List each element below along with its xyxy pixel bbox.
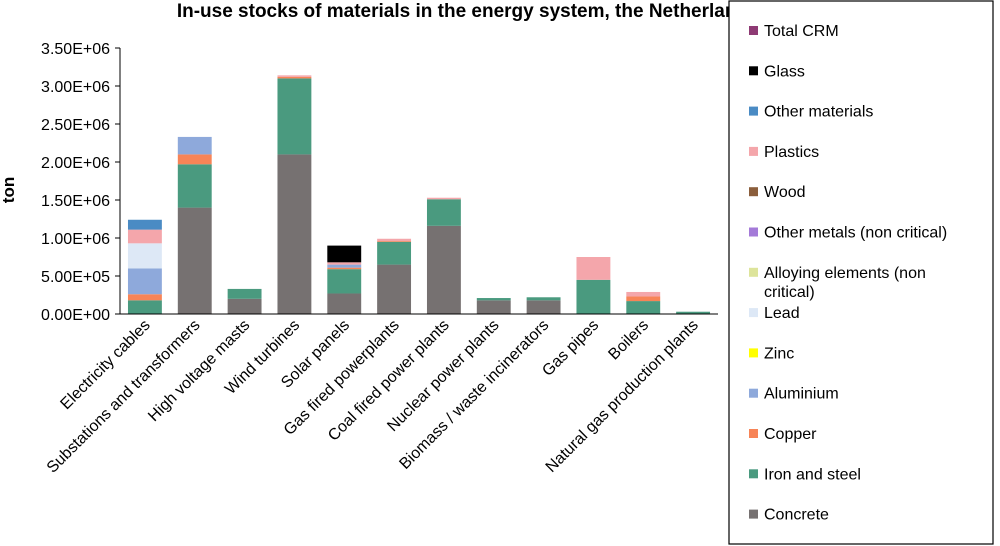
bar-wind-turbines-concrete [277,154,312,314]
bar-coal-fired-power-plants-iron-and-steel [426,199,461,226]
legend-label-plastics: Plastics [764,144,819,161]
bar-gas-fired-powerplants-plastics [377,238,412,242]
legend-swatch-wood [749,187,758,197]
legend-swatch-copper [749,429,758,438]
x-tick-label: Boilers [605,317,652,364]
legend-label-aluminium: Aluminium [764,386,839,403]
bar-boilers-plastics [626,291,661,297]
bar-natural-gas-production-plants-iron-and-steel [676,311,711,314]
legend-swatch-alloying-elements-non-critical [749,267,758,277]
bar-nuclear-power-plants-iron-and-steel [476,298,511,301]
y-tick-label: 3.00E+06 [41,79,110,96]
bar-electricity-cables-iron-and-steel [127,300,162,314]
bar-boilers-iron-and-steel [626,301,661,314]
legend-swatch-zinc [749,348,758,358]
bar-solar-panels-copper [327,267,362,270]
bar-solar-panels-concrete [327,293,362,314]
bar-substations-and-transformers-concrete [177,207,212,314]
bar-electricity-cables-other-materials [127,219,162,230]
bars [127,75,711,314]
legend-swatch-aluminium [749,388,758,398]
y-tick-label: 3.50E+06 [41,41,110,58]
bar-biomass-waste-incinerators-iron-and-steel [526,297,561,301]
chart-title: In-use stocks of materials in the energy… [177,1,843,22]
bar-boilers-copper [626,296,661,302]
bar-biomass-waste-incinerators-concrete [526,300,561,314]
bar-solar-panels-glass [327,245,362,263]
bar-solar-panels-aluminium [327,264,362,268]
bar-electricity-cables-copper [127,294,162,301]
bar-substations-and-transformers-copper [177,154,212,165]
bar-gas-fired-powerplants-copper [377,241,412,242]
legend-swatch-lead [749,308,758,318]
bar-gas-pipes-iron-and-steel [576,279,611,314]
bar-gas-pipes-plastics [576,257,611,280]
bar-electricity-cables-plastics [127,229,162,244]
legend-box [728,0,994,545]
bar-coal-fired-power-plants-plastics [426,197,461,200]
legend-label-glass: Glass [764,63,805,80]
legend-label-lead: Lead [764,305,800,322]
legend-swatch-other-materials [749,106,758,116]
legend-label-iron-and-steel: Iron and steel [764,466,861,483]
legend-label-total-crm: Total CRM [764,23,839,40]
bar-coal-fired-power-plants-concrete [426,225,461,314]
bar-substations-and-transformers-iron-and-steel [177,164,212,208]
y-tick-label: 1.00E+06 [41,231,110,248]
legend-swatch-concrete [749,509,758,519]
bar-solar-panels-plastics [327,262,362,265]
bar-wind-turbines-copper [277,76,312,79]
y-axis-label: ton [0,177,18,203]
y-tick-label: 5.00E+05 [41,269,110,286]
y-tick-label: 2.50E+06 [41,117,110,134]
y-axis: 0.00E+00 5.00E+05 1.00E+06 1.50E+06 2.00E+06… [41,41,121,324]
legend-label-other-metals-non-critical: Other metals (non critical) [764,225,947,242]
bar-substations-and-transformers-aluminium [177,136,212,155]
bar-gas-fired-powerplants-iron-and-steel [377,241,412,265]
y-tick-label: 2.00E+06 [41,155,110,172]
x-tick-label: Electricity cables [57,317,153,413]
bar-solar-panels-iron-and-steel [327,269,362,294]
legend: Total CRM Glass Other materials Plastics Woo… [728,0,994,545]
legend-swatch-iron-and-steel [749,469,758,479]
legend-label-concrete: Concrete [764,507,829,524]
y-tick-label: 0.00E+00 [41,307,110,324]
bar-nuclear-power-plants-concrete [476,300,511,314]
bar-electricity-cables-lead [127,243,162,269]
legend-swatch-plastics [749,146,758,156]
legend-label-zinc: Zinc [764,345,794,362]
bar-gas-fired-powerplants-concrete [377,264,412,314]
legend-swatch-glass [749,66,758,76]
bar-electricity-cables-aluminium [127,268,162,295]
bar-high-voltage-masts-concrete [227,298,262,314]
legend-swatch-other-metals-non-critical [749,227,758,237]
y-tick-label: 1.50E+06 [41,193,110,210]
bar-wind-turbines-iron-and-steel [277,78,312,155]
legend-label-wood: Wood [764,184,806,201]
legend-label-copper: Copper [764,426,817,443]
bar-high-voltage-masts-iron-and-steel [227,288,262,299]
bar-wind-turbines-plastics [277,75,312,77]
legend-swatch-total-crm [749,26,758,35]
legend-label-other-materials: Other materials [764,104,873,121]
legend-label-alloying-elements-non-critical: Alloying elements (non critical) [764,265,926,301]
